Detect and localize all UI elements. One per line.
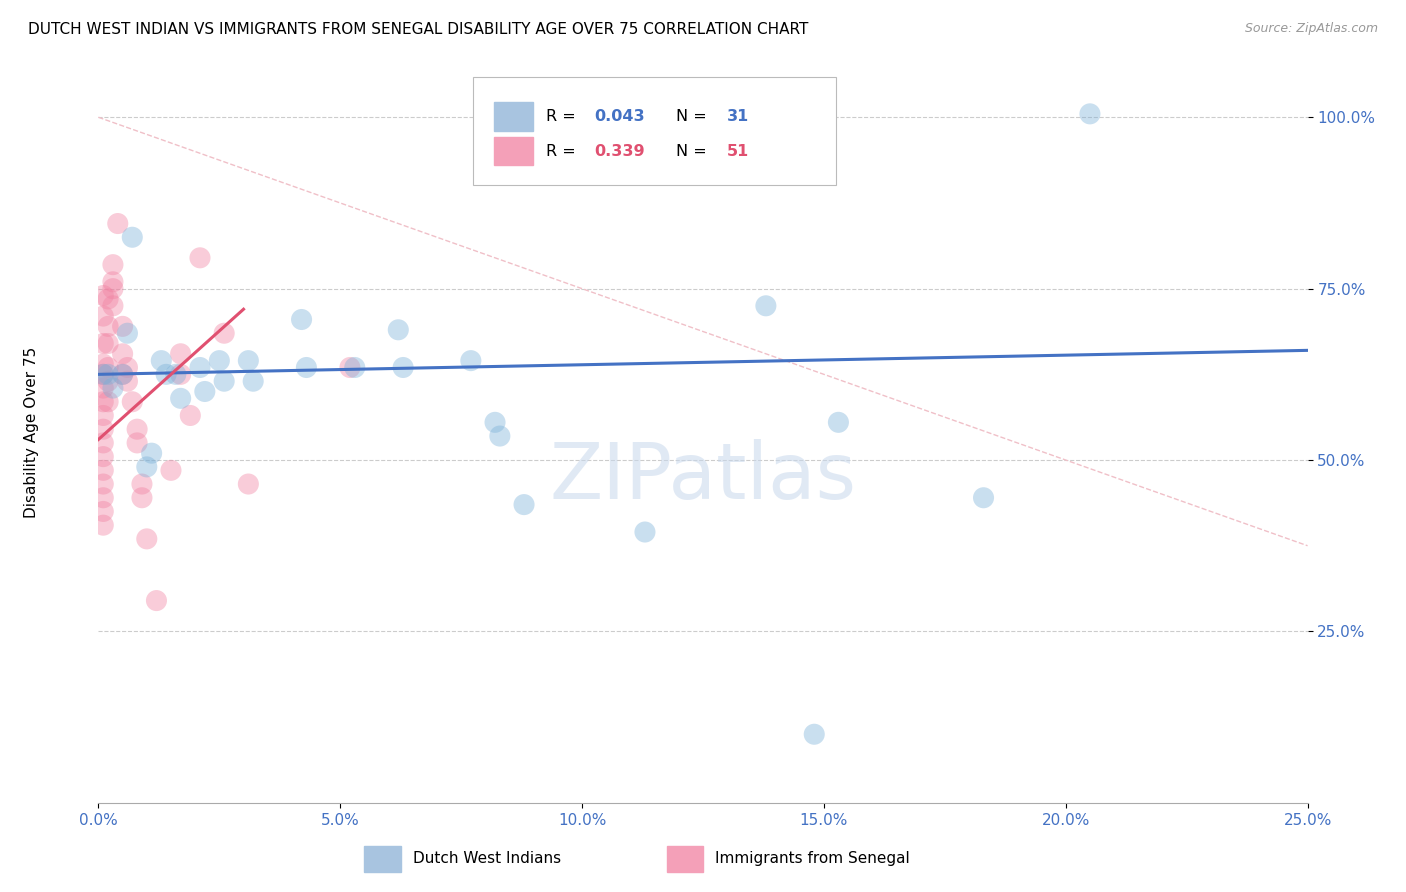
- Point: [135, 532, 157, 546]
- Point: [91, 504, 114, 518]
- Point: [91, 309, 114, 323]
- Point: [117, 326, 139, 341]
- Point: [127, 436, 149, 450]
- Point: [101, 282, 124, 296]
- Point: [111, 368, 134, 382]
- Point: [1078, 107, 1101, 121]
- Point: [295, 360, 318, 375]
- Point: [155, 368, 177, 382]
- Point: [97, 374, 120, 388]
- Point: [160, 463, 183, 477]
- Point: [131, 477, 153, 491]
- Point: [242, 374, 264, 388]
- Point: [121, 230, 143, 244]
- Point: [803, 727, 825, 741]
- Point: [238, 353, 260, 368]
- Point: [117, 360, 139, 375]
- Point: [145, 593, 167, 607]
- Point: [131, 491, 153, 505]
- Point: [392, 360, 415, 375]
- Point: [97, 394, 120, 409]
- Point: [188, 360, 211, 375]
- Point: [179, 409, 201, 423]
- Text: 0.339: 0.339: [595, 144, 645, 159]
- Point: [97, 319, 120, 334]
- Point: [91, 422, 114, 436]
- Point: [169, 347, 191, 361]
- Point: [107, 217, 129, 231]
- Point: [513, 498, 536, 512]
- Point: [111, 319, 134, 334]
- Point: [212, 326, 235, 341]
- Point: [387, 323, 409, 337]
- Text: ZIPatlas: ZIPatlas: [550, 439, 856, 515]
- Point: [91, 288, 114, 302]
- Point: [212, 374, 235, 388]
- Point: [634, 524, 657, 539]
- Point: [238, 477, 260, 491]
- Point: [91, 357, 114, 371]
- Point: [827, 415, 849, 429]
- Point: [484, 415, 506, 429]
- Point: [91, 491, 114, 505]
- Point: [755, 299, 778, 313]
- Point: [101, 275, 124, 289]
- Point: [169, 392, 191, 406]
- Point: [91, 336, 114, 351]
- Point: [194, 384, 217, 399]
- Text: 0.043: 0.043: [595, 109, 645, 124]
- Point: [111, 368, 134, 382]
- Text: 51: 51: [727, 144, 749, 159]
- Point: [121, 394, 143, 409]
- Point: [91, 409, 114, 423]
- Point: [165, 368, 187, 382]
- Point: [91, 477, 114, 491]
- Text: DUTCH WEST INDIAN VS IMMIGRANTS FROM SENEGAL DISABILITY AGE OVER 75 CORRELATION : DUTCH WEST INDIAN VS IMMIGRANTS FROM SEN…: [28, 22, 808, 37]
- Text: Immigrants from Senegal: Immigrants from Senegal: [716, 851, 910, 866]
- Point: [101, 258, 124, 272]
- Text: Source: ZipAtlas.com: Source: ZipAtlas.com: [1244, 22, 1378, 36]
- Text: R =: R =: [546, 144, 581, 159]
- Point: [101, 299, 124, 313]
- Point: [91, 368, 114, 382]
- Text: R =: R =: [546, 109, 581, 124]
- Point: [343, 360, 366, 375]
- Point: [169, 368, 191, 382]
- Point: [111, 347, 134, 361]
- Text: N =: N =: [676, 109, 713, 124]
- Point: [141, 446, 163, 460]
- Point: [117, 374, 139, 388]
- Point: [97, 336, 120, 351]
- FancyBboxPatch shape: [474, 78, 837, 185]
- Point: [150, 353, 173, 368]
- Bar: [494, 103, 533, 130]
- Text: Dutch West Indians: Dutch West Indians: [413, 851, 561, 866]
- Point: [97, 368, 120, 382]
- Point: [290, 312, 312, 326]
- Point: [91, 436, 114, 450]
- Point: [91, 450, 114, 464]
- Point: [460, 353, 482, 368]
- Bar: [666, 847, 703, 871]
- Text: N =: N =: [676, 144, 713, 159]
- Point: [973, 491, 995, 505]
- Point: [489, 429, 512, 443]
- Point: [91, 368, 114, 382]
- Point: [97, 292, 120, 306]
- Point: [91, 518, 114, 533]
- Bar: [364, 847, 401, 871]
- Point: [188, 251, 211, 265]
- Bar: [494, 137, 533, 165]
- Point: [101, 381, 124, 395]
- Point: [127, 422, 149, 436]
- Text: Disability Age Over 75: Disability Age Over 75: [24, 347, 39, 518]
- Point: [135, 459, 157, 474]
- Point: [97, 360, 120, 375]
- Point: [339, 360, 361, 375]
- Point: [91, 394, 114, 409]
- Point: [208, 353, 231, 368]
- Point: [91, 463, 114, 477]
- Text: 31: 31: [727, 109, 749, 124]
- Point: [91, 381, 114, 395]
